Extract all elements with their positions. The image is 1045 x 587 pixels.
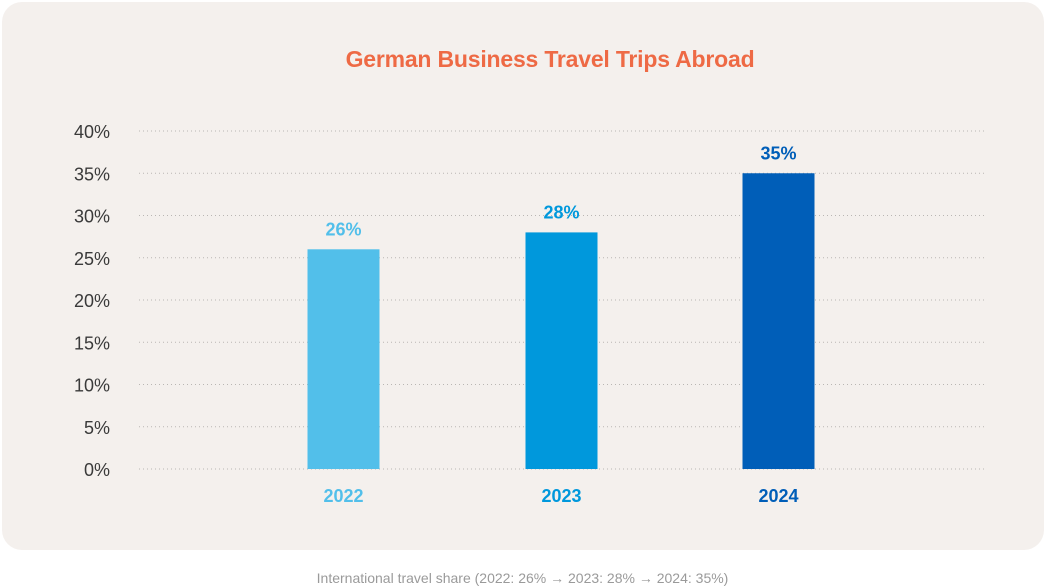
x-tick-label: 2023	[541, 486, 581, 506]
y-tick-label: 40%	[74, 122, 110, 142]
y-tick-label: 35%	[74, 164, 110, 184]
bar	[742, 173, 815, 469]
x-tick-label: 2022	[323, 486, 363, 506]
chart-caption: International travel share (2022: 26% → …	[316, 570, 729, 586]
bar	[307, 249, 380, 469]
grid-lines	[139, 130, 984, 470]
data-label: 35%	[760, 143, 796, 163]
y-tick-label: 15%	[74, 333, 110, 353]
y-tick-label: 20%	[74, 291, 110, 311]
y-tick-label: 10%	[74, 376, 110, 396]
x-tick-label: 2024	[758, 486, 798, 506]
chart-card	[2, 2, 1044, 550]
y-tick-label: 25%	[74, 249, 110, 269]
data-label: 26%	[325, 219, 361, 239]
bar-chart: 0% 5% 10% 15% 20% 25% 30% 35% 40% 26% 28% 35% 2022…	[74, 122, 984, 506]
y-tick-label: 5%	[84, 418, 110, 438]
bars	[307, 173, 815, 469]
y-tick-label: 30%	[74, 207, 110, 227]
y-axis-ticks: 0% 5% 10% 15% 20% 25% 30% 35% 40%	[74, 122, 110, 480]
data-label: 28%	[543, 202, 579, 222]
y-tick-label: 0%	[84, 460, 110, 480]
chart-title: German Business Travel Trips Abroad	[345, 46, 755, 72]
bar	[525, 232, 598, 469]
x-axis-ticks: 2022 2023 2024	[323, 486, 798, 506]
data-labels: 26% 28% 35%	[325, 143, 796, 239]
